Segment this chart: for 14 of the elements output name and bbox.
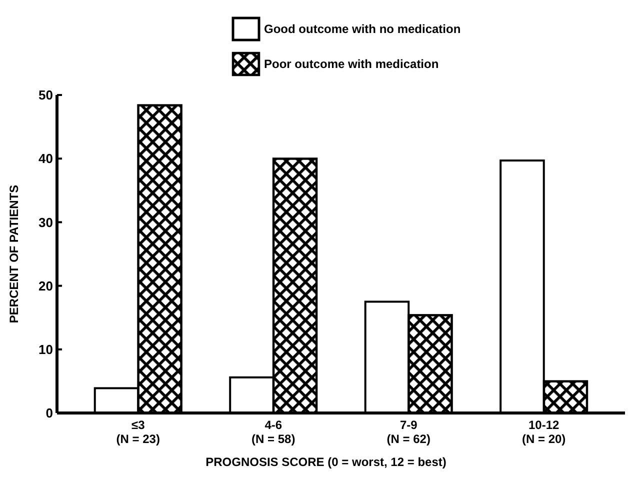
y-tick-label: 10 — [38, 342, 53, 357]
y-axis-title: PERCENT OF PATIENTS — [7, 184, 21, 324]
y-tick-label: 40 — [38, 151, 53, 166]
x-tick-label: 10-12 (N = 20) — [522, 418, 566, 446]
legend-label: Poor outcome with medication — [264, 57, 439, 72]
x-tick-label: 7-9 (N = 62) — [386, 418, 430, 446]
y-tick-label: 30 — [38, 214, 53, 230]
x-axis-title: PROGNOSIS SCORE (0 = worst, 12 = best) — [206, 455, 446, 469]
x-tick-label: ≤3 (N = 23) — [116, 418, 160, 446]
y-tick-label: 20 — [38, 278, 53, 294]
y-tick-label: 50 — [38, 88, 53, 103]
x-tick-label: 4-6 (N = 58) — [252, 418, 296, 446]
y-tick-label: 0 — [46, 406, 53, 421]
legend-label: Good outcome with no medication — [264, 22, 461, 36]
